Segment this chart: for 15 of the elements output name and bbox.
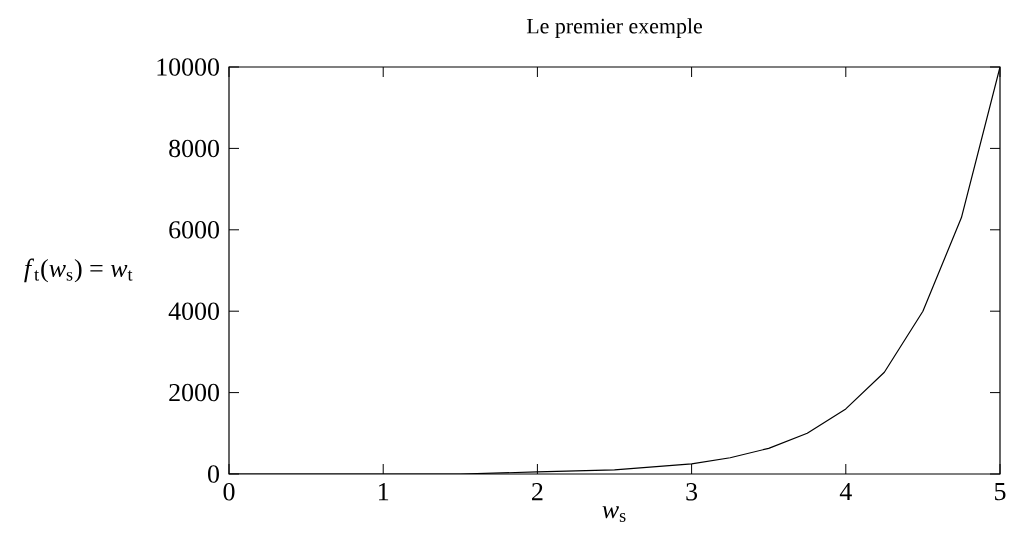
y-tick-label: 10000	[157, 58, 219, 76]
y-tick-label: 4000	[168, 302, 219, 320]
y-tick-label: 0	[208, 465, 219, 483]
x-tick-label: 1	[379, 483, 389, 501]
x-tick-label: 0	[223, 483, 235, 501]
y-axis-title: f$_{t}$(w$_{s}$) = w$_{t}$	[24, 258, 133, 283]
x-tick-label: 4	[839, 483, 852, 501]
x-tick-label: 5	[995, 483, 1006, 501]
chart-title: Le premier exemple	[526, 18, 703, 38]
x-tick-label: 2	[532, 483, 543, 501]
y-tick-label: 8000	[169, 139, 219, 158]
x-axis-title: w$_{s}$	[602, 506, 626, 522]
y-tick-label: 6000	[169, 221, 219, 239]
y-tick-label: 2000	[169, 383, 219, 402]
x-tick-label: 3	[686, 483, 698, 501]
